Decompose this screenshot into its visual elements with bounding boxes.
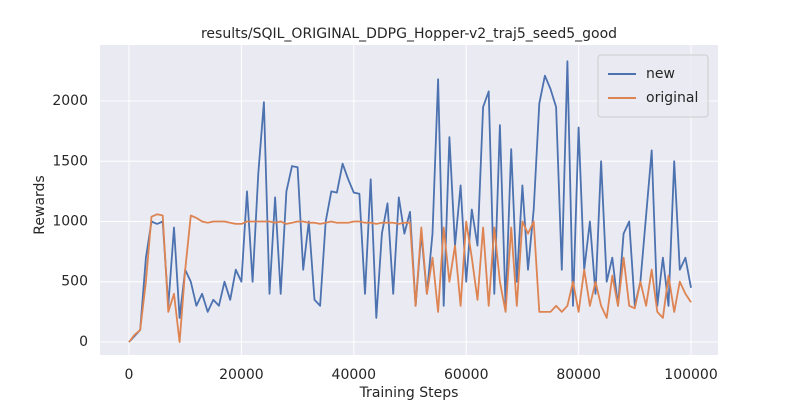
- x-axis-label: Training Steps: [359, 385, 459, 400]
- legend-box: [597, 54, 709, 118]
- x-tick-label: 80000: [556, 367, 601, 383]
- line-series: [128, 213, 692, 343]
- x-tick-label: 40000: [332, 367, 377, 383]
- x-tick-label: 0: [125, 367, 134, 383]
- y-tick-label: 1000: [52, 214, 88, 230]
- y-tick-label: 2000: [52, 93, 88, 109]
- x-tick-label: 60000: [444, 367, 489, 383]
- x-tick-label: 20000: [219, 367, 264, 383]
- legend-label: original: [646, 90, 698, 106]
- y-tick-label: 500: [61, 274, 88, 290]
- x-tick-label: 100000: [664, 367, 717, 383]
- y-tick-label: 1500: [52, 153, 88, 169]
- line-series: [128, 60, 692, 343]
- chart-title: results/SQIL_ORIGINAL_DDPG_Hopper-v2_tra…: [201, 26, 617, 42]
- y-tick-label: 0: [79, 334, 88, 350]
- y-axis-label: Rewards: [32, 175, 48, 234]
- legend-label: new: [646, 66, 675, 82]
